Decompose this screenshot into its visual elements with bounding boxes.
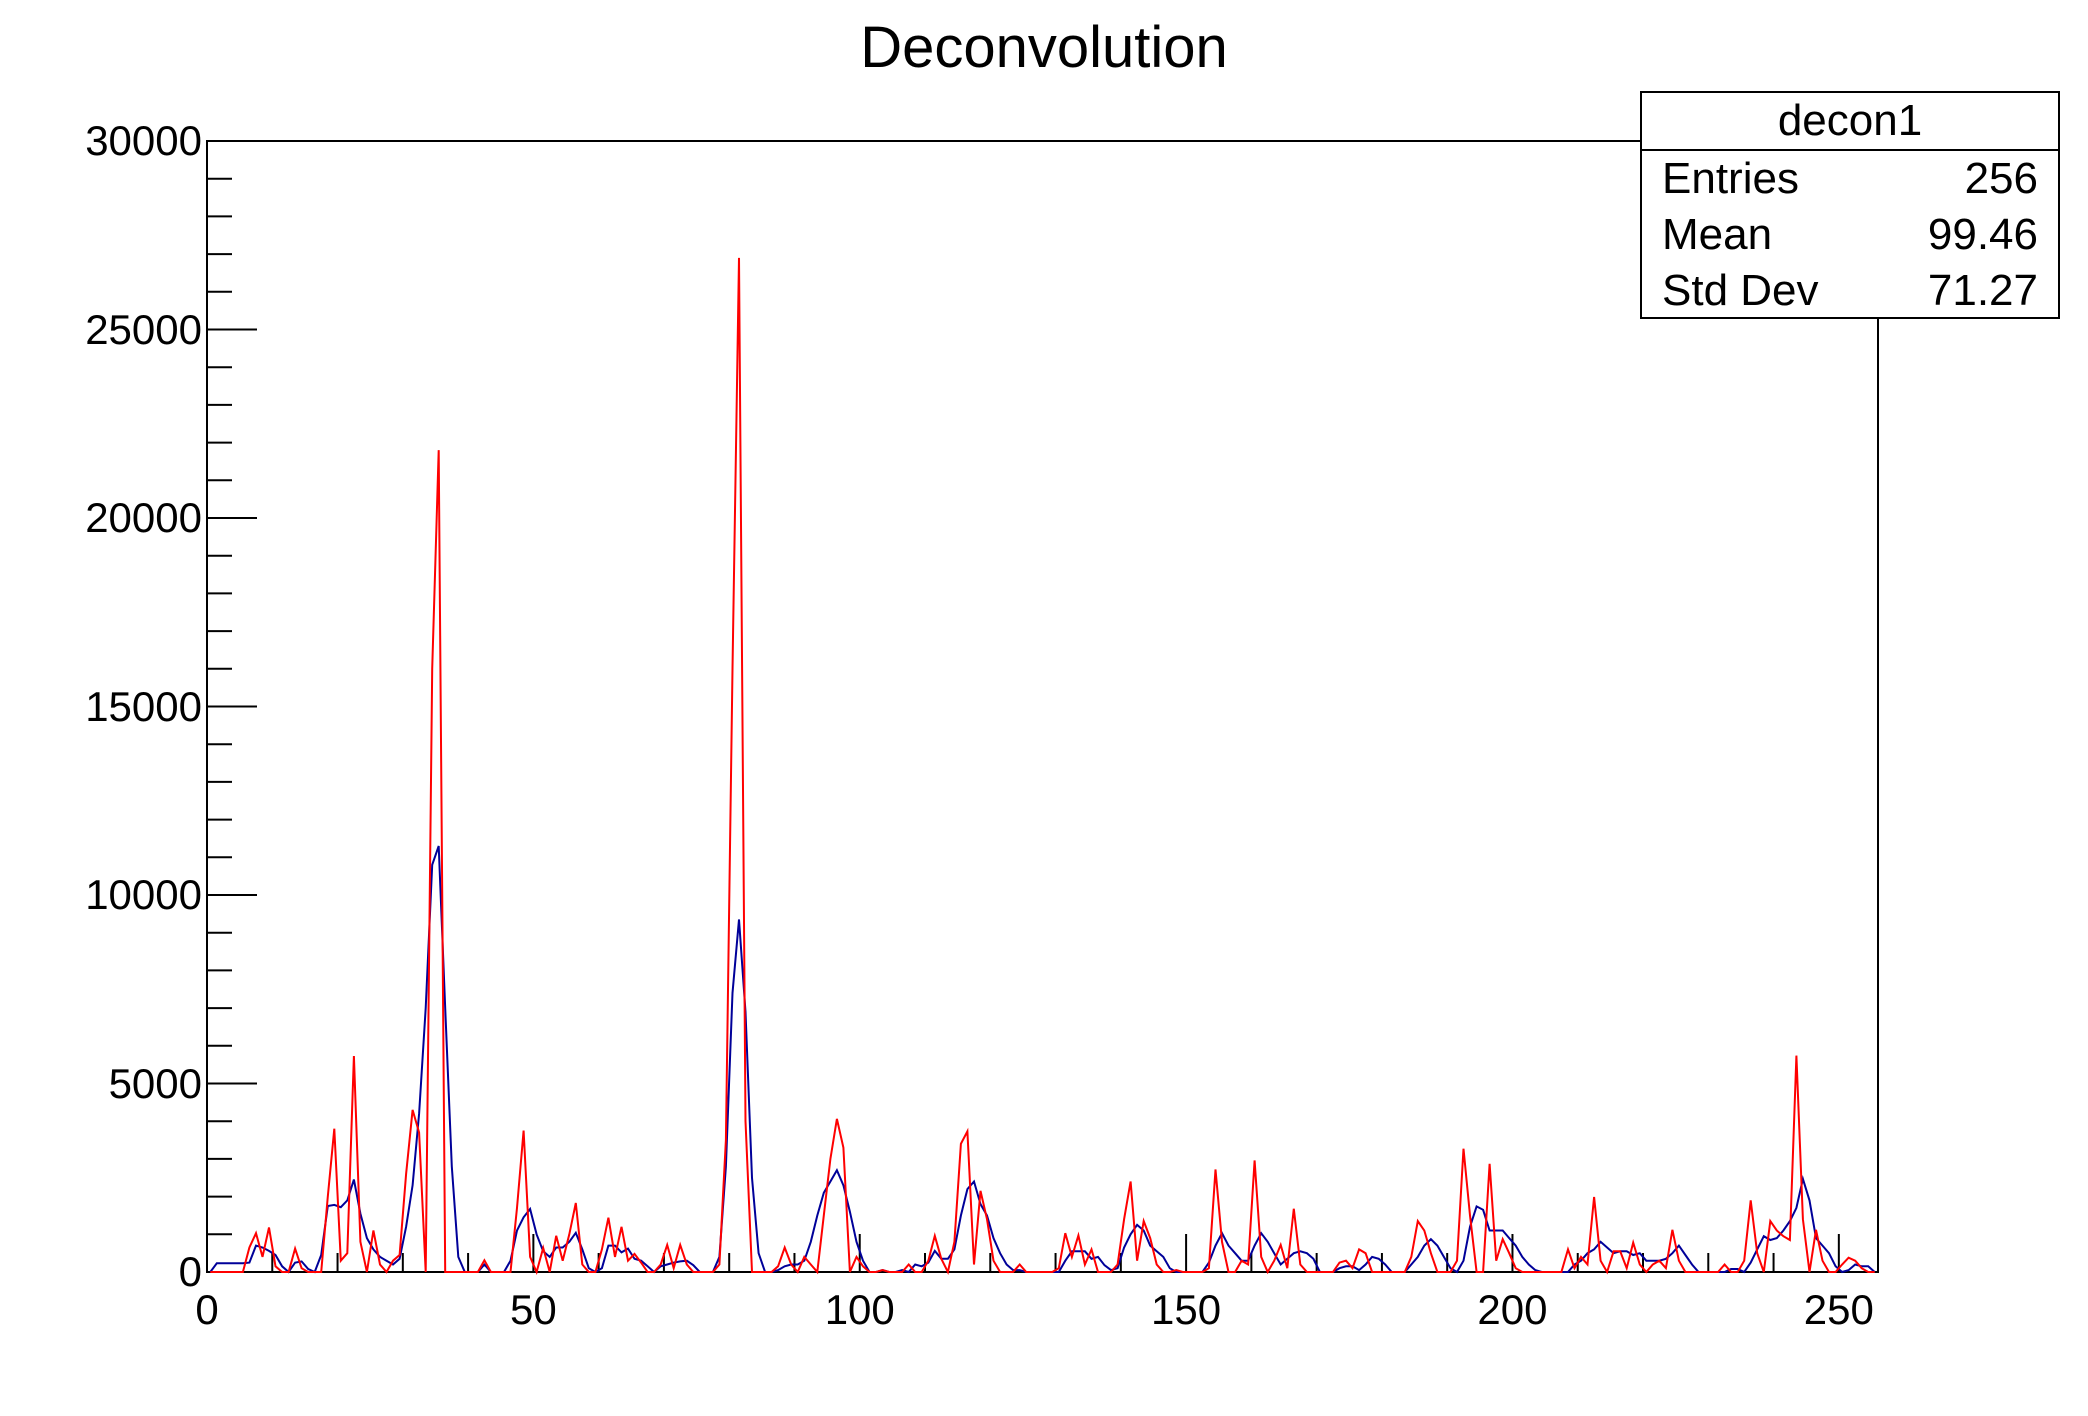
y-tick-label: 15000 bbox=[85, 682, 202, 730]
stats-entries-label: Entries bbox=[1662, 154, 1799, 203]
stats-mean-label: Mean bbox=[1662, 210, 1773, 259]
x-tick-label: 200 bbox=[1477, 1286, 1548, 1333]
x-tick-label: 0 bbox=[195, 1286, 219, 1333]
stats-stddev-row: Std Dev 71.27 bbox=[1642, 263, 2058, 319]
y-tick-label: 5000 bbox=[108, 1059, 202, 1107]
x-tick-label: 150 bbox=[1151, 1286, 1222, 1333]
stats-stddev-label: Std Dev bbox=[1662, 266, 1819, 315]
deconvolved-curve bbox=[210, 257, 1875, 1276]
stats-box-title: decon1 bbox=[1642, 93, 2058, 151]
y-tick-label: 10000 bbox=[85, 871, 202, 918]
source-curve bbox=[209, 845, 1876, 1274]
chart-title: Deconvolution bbox=[860, 15, 1228, 80]
stats-entries-value: 256 bbox=[1964, 154, 2038, 203]
stats-mean-value: 99.46 bbox=[1927, 210, 2038, 259]
stats-mean-row: Mean 99.46 bbox=[1642, 207, 2058, 263]
x-tick-label: 100 bbox=[824, 1286, 895, 1333]
plot-frame bbox=[206, 140, 1879, 1273]
plot-frame-border bbox=[206, 140, 1879, 1273]
y-tick-label: 25000 bbox=[85, 305, 202, 353]
y-tick-label: 30000 bbox=[85, 117, 202, 164]
stats-stddev-value: 71.27 bbox=[1927, 266, 2038, 315]
x-tick-label: 50 bbox=[510, 1286, 557, 1333]
stats-entries-row: Entries 256 bbox=[1642, 151, 2058, 207]
x-tick-label: 250 bbox=[1803, 1286, 1874, 1333]
y-tick-label: 0 bbox=[178, 1248, 202, 1295]
y-tick-label: 20000 bbox=[85, 494, 202, 541]
stats-box: decon1 Entries 256 Mean 99.46 Std Dev 71… bbox=[1640, 91, 2060, 319]
